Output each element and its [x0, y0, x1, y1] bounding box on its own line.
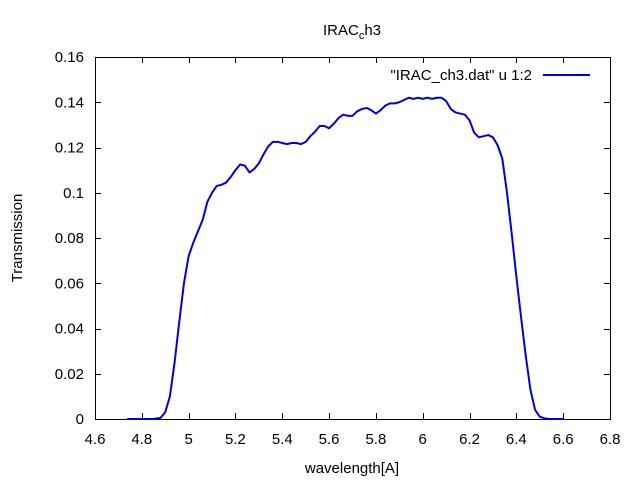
- x-tick-labels: 4.6 4.8 5 5.2 5.4 5.6 5.8 6 6.2 6.4 6.6 6.8: [85, 431, 621, 448]
- axis-ticks: [95, 57, 611, 420]
- x-tick-label: 5: [184, 431, 192, 448]
- y-tick-label: 0.12: [55, 140, 84, 157]
- legend: "IRAC_ch3.dat" u 1:2: [390, 67, 590, 84]
- chart-title-main: IRAC: [323, 22, 359, 39]
- y-tick-label: 0: [76, 411, 84, 428]
- plot-frame: [95, 57, 611, 420]
- chart-title-subscript: c: [359, 30, 365, 42]
- x-tick-label: 5.4: [272, 431, 293, 448]
- chart-title: IRACch3: [323, 22, 381, 42]
- series-line: [126, 96, 565, 420]
- x-tick-label: 6.8: [600, 431, 621, 448]
- x-tick-label: 4.6: [85, 431, 106, 448]
- series-group: [126, 96, 565, 420]
- legend-label: "IRAC_ch3.dat" u 1:2: [390, 67, 532, 84]
- x-tick-label: 6.4: [506, 431, 527, 448]
- x-axis-label: wavelength[A]: [304, 460, 399, 477]
- y-axis-label: Transmission: [9, 194, 26, 283]
- x-tick-label: 6.6: [553, 431, 574, 448]
- y-tick-label: 0.1: [63, 185, 84, 202]
- y-tick-label: 0.08: [55, 230, 84, 247]
- x-tick-label: 5.6: [319, 431, 340, 448]
- y-tick-label: 0.14: [55, 94, 84, 111]
- y-tick-label: 0.02: [55, 366, 84, 383]
- y-tick-label: 0.06: [55, 275, 84, 292]
- x-tick-label: 4.8: [131, 431, 152, 448]
- x-tick-label: 6.2: [459, 431, 480, 448]
- x-tick-label: 6: [419, 431, 427, 448]
- chart-title-suffix: h3: [364, 22, 381, 39]
- y-tick-labels: 0 0.02 0.04 0.06 0.08 0.1 0.12 0.14 0.16: [55, 49, 84, 428]
- x-tick-label: 5.2: [225, 431, 246, 448]
- x-tick-label: 5.8: [365, 431, 386, 448]
- y-tick-label: 0.16: [55, 49, 84, 66]
- y-tick-label: 0.04: [55, 321, 84, 338]
